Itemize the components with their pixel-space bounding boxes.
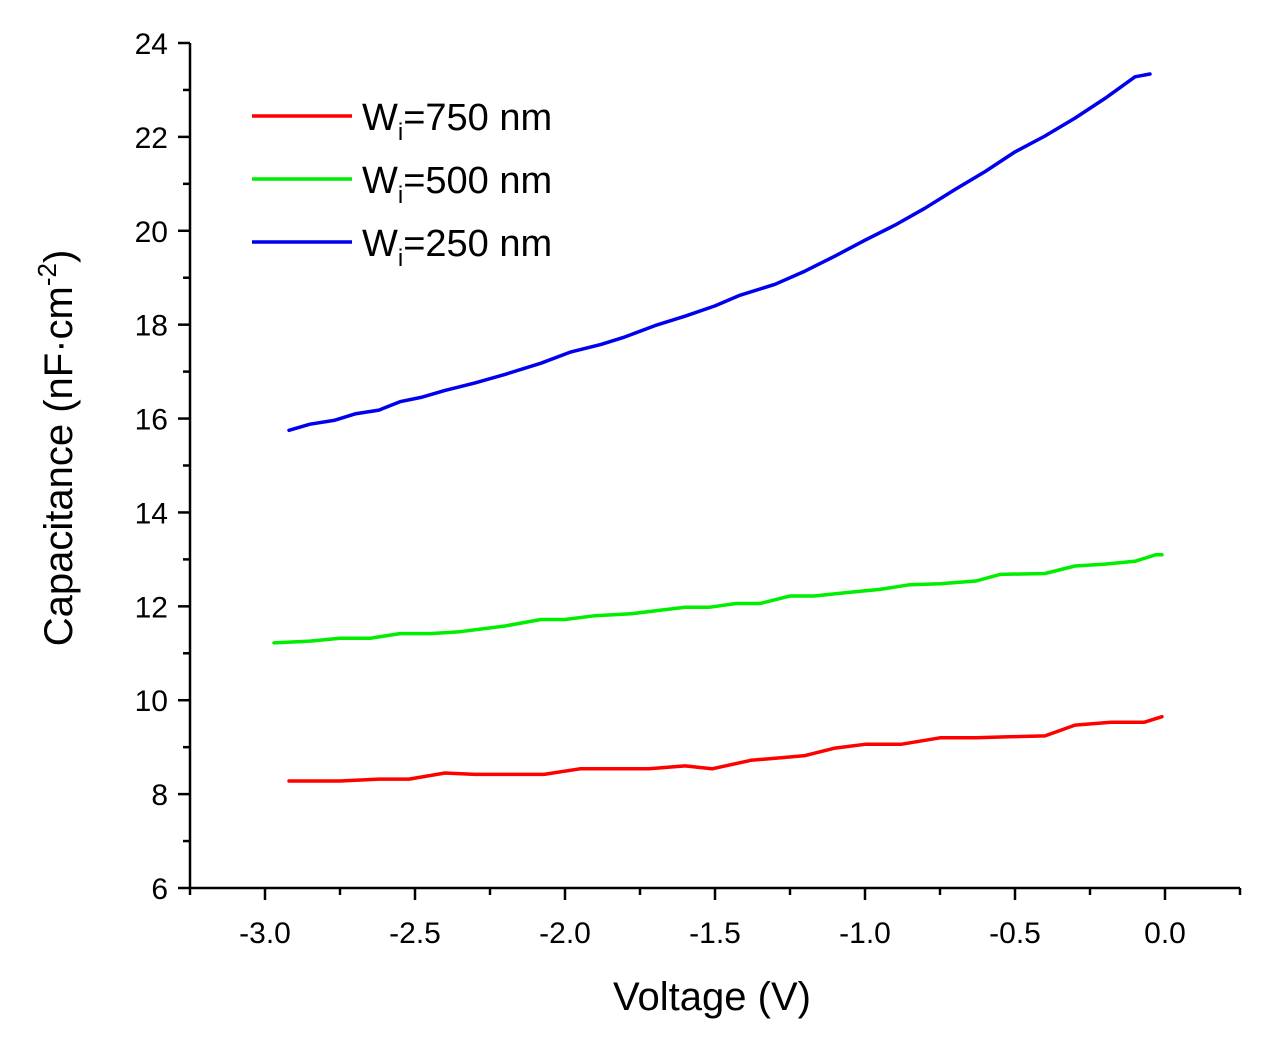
y-tick-label: 14 [135,497,168,530]
y-tick-label: 18 [135,310,168,343]
legend: Wi=750 nm Wi=500 nm Wi=250 nm [252,97,552,272]
legend-entry-500: Wi=500 nm [252,160,552,209]
legend-label-750: Wi=750 nm [362,97,552,146]
y-tick-label: 22 [135,122,168,155]
axes-layer [188,43,1240,890]
x-tick-label: -2.0 [539,917,591,950]
x-tick-label: -3.0 [239,917,291,950]
y-axis-title-close: ) [37,250,81,263]
y-tick-label: 6 [151,873,168,906]
series-line-500nm [272,552,1164,645]
y-axis-title-superscript: -2 [32,263,62,286]
series-line-750nm [287,714,1164,783]
legend-label-500: Wi=500 nm [362,160,552,209]
y-axis-title-main: Capacitance (nF·cm [37,286,81,646]
y-tick-label: 24 [135,28,168,61]
y-tick-label: 16 [135,404,168,437]
legend-label-250: Wi=250 nm [362,223,552,272]
ticks-layer: -3.0 -2.5 -2.0 -1.5 -1.0 -0.5 0.0 6 8 10 12 14 16 18 2… [135,28,1242,950]
legend-entry-250: Wi=250 nm [252,223,552,272]
x-tick-label: -2.5 [389,917,441,950]
y-axis-title: Capacitance (nF·cm-2) [32,250,81,647]
series-line-250nm [287,72,1152,433]
x-tick-label: -1.0 [839,917,891,950]
x-axis-title: Voltage (V) [613,975,811,1019]
y-tick-label: 8 [151,779,168,812]
x-tick-label: -1.5 [689,917,741,950]
x-tick-label: 0.0 [1144,917,1186,950]
y-tick-label: 10 [135,685,168,718]
legend-entry-750: Wi=750 nm [252,97,552,146]
x-tick-label: -0.5 [989,917,1041,950]
y-tick-label: 20 [135,216,168,249]
y-tick-label: 12 [135,591,168,624]
series-layer [272,72,1164,783]
